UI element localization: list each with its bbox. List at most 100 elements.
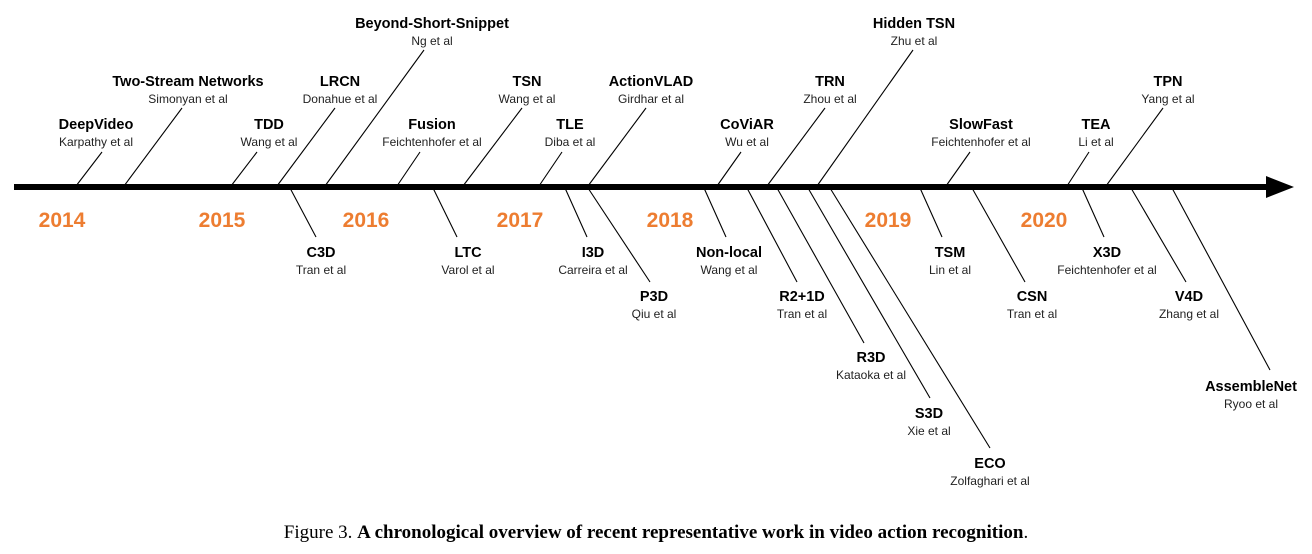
method-hidden-tsn: Hidden TSN Zhu et al bbox=[873, 16, 955, 48]
method-tea: TEA Li et al bbox=[1078, 117, 1113, 149]
method-s3d: S3D Xie et al bbox=[907, 406, 950, 438]
method-name: LRCN bbox=[320, 74, 360, 90]
method-deepvideo: DeepVideo Karpathy et al bbox=[59, 117, 134, 149]
method-name: S3D bbox=[915, 406, 943, 422]
year-label-2020: 2020 bbox=[1021, 209, 1068, 232]
year-label-2018: 2018 bbox=[647, 209, 694, 232]
method-name: P3D bbox=[640, 289, 668, 305]
leader-line-tdd bbox=[230, 151, 258, 187]
leader-line-deepvideo bbox=[75, 151, 103, 187]
method-authors: Varol et al bbox=[441, 263, 494, 277]
method-name: Two-Stream Networks bbox=[112, 74, 263, 90]
method-tpn: TPN Yang et al bbox=[1141, 74, 1194, 106]
method-lrcn: LRCN Donahue et al bbox=[303, 74, 378, 106]
leader-line-ltc bbox=[432, 187, 458, 238]
year-label-2014: 2014 bbox=[39, 209, 86, 232]
method-name: TSN bbox=[513, 74, 542, 90]
method-ltc: LTC Varol et al bbox=[441, 245, 494, 277]
method-authors: Feichtenhofer et al bbox=[382, 135, 481, 149]
method-authors: Zhu et al bbox=[891, 34, 938, 48]
caption-title: A chronological overview of recent repre… bbox=[357, 522, 1024, 543]
leader-line-r3d bbox=[776, 187, 865, 344]
leader-line-r2plus1d bbox=[746, 187, 798, 283]
timeline-arrowhead bbox=[1266, 176, 1294, 198]
method-p3d: P3D Qiu et al bbox=[632, 289, 677, 321]
method-authors: Ryoo et al bbox=[1224, 397, 1278, 411]
method-authors: Donahue et al bbox=[303, 92, 378, 106]
leader-line-x3d bbox=[1081, 187, 1105, 238]
method-authors: Tran et al bbox=[777, 307, 827, 321]
method-actionvlad: ActionVLAD Girdhar et al bbox=[609, 74, 694, 106]
caption-prefix: Figure 3. bbox=[283, 522, 358, 543]
method-authors: Simonyan et al bbox=[148, 92, 227, 106]
method-name: TLE bbox=[556, 117, 584, 133]
method-name: ActionVLAD bbox=[609, 74, 694, 90]
method-tsm: TSM Lin et al bbox=[929, 245, 971, 277]
method-csn: CSN Tran et al bbox=[1007, 289, 1057, 321]
method-name: CoViAR bbox=[720, 117, 774, 133]
leader-line-eco bbox=[829, 187, 991, 449]
year-label-2019: 2019 bbox=[865, 209, 912, 232]
method-authors: Girdhar et al bbox=[618, 92, 684, 106]
leader-line-slowfast bbox=[945, 151, 971, 187]
method-authors: Tran et al bbox=[1007, 307, 1057, 321]
leader-line-two-stream bbox=[123, 107, 183, 187]
leader-line-i3d bbox=[564, 187, 588, 238]
method-eco: ECO Zolfaghari et al bbox=[950, 456, 1029, 488]
method-authors: Kataoka et al bbox=[836, 368, 906, 382]
year-label-2015: 2015 bbox=[199, 209, 246, 232]
caption-suffix: . bbox=[1023, 522, 1029, 543]
method-name: CSN bbox=[1017, 289, 1048, 305]
method-name: V4D bbox=[1175, 289, 1203, 305]
method-authors: Zolfaghari et al bbox=[950, 474, 1029, 488]
method-assemblenet: AssembleNet Ryoo et al bbox=[1205, 379, 1297, 411]
leader-line-fusion bbox=[396, 151, 421, 187]
method-authors: Ng et al bbox=[411, 34, 452, 48]
method-name: R3D bbox=[856, 350, 885, 366]
method-authors: Karpathy et al bbox=[59, 135, 133, 149]
method-authors: Wu et al bbox=[725, 135, 769, 149]
leader-line-coviar bbox=[716, 151, 742, 187]
method-name: Hidden TSN bbox=[873, 16, 955, 32]
method-name: TEA bbox=[1082, 117, 1112, 133]
method-tdd: TDD Wang et al bbox=[241, 117, 298, 149]
method-name: SlowFast bbox=[949, 117, 1013, 133]
method-authors: Qiu et al bbox=[632, 307, 677, 321]
leader-line-assemblenet bbox=[1171, 187, 1271, 371]
method-authors: Zhou et al bbox=[803, 92, 856, 106]
leader-line-lrcn bbox=[276, 107, 336, 187]
leader-line-non-local bbox=[703, 187, 727, 238]
method-authors: Tran et al bbox=[296, 263, 346, 277]
method-name: DeepVideo bbox=[59, 117, 134, 133]
method-trn: TRN Zhou et al bbox=[803, 74, 856, 106]
method-x3d: X3D Feichtenhofer et al bbox=[1057, 245, 1156, 277]
method-non-local: Non-local Wang et al bbox=[696, 245, 762, 277]
leader-line-trn bbox=[766, 107, 826, 187]
method-v4d: V4D Zhang et al bbox=[1159, 289, 1219, 321]
leader-line-c3d bbox=[289, 187, 317, 238]
method-tle: TLE Diba et al bbox=[545, 117, 596, 149]
method-authors: Diba et al bbox=[545, 135, 596, 149]
method-authors: Wang et al bbox=[701, 263, 758, 277]
method-name: Fusion bbox=[408, 117, 456, 133]
method-fusion: Fusion Feichtenhofer et al bbox=[382, 117, 481, 149]
method-r2plus1d: R2+1D Tran et al bbox=[777, 289, 827, 321]
figure-caption: Figure 3. A chronological overview of re… bbox=[0, 522, 1312, 544]
method-authors: Yang et al bbox=[1141, 92, 1194, 106]
method-authors: Li et al bbox=[1078, 135, 1113, 149]
leader-line-tea bbox=[1066, 151, 1090, 187]
method-authors: Lin et al bbox=[929, 263, 971, 277]
method-name: AssembleNet bbox=[1205, 379, 1297, 395]
method-name: TDD bbox=[254, 117, 284, 133]
method-c3d: C3D Tran et al bbox=[296, 245, 346, 277]
method-name: ECO bbox=[974, 456, 1005, 472]
year-label-2017: 2017 bbox=[497, 209, 544, 232]
leader-line-v4d bbox=[1130, 187, 1187, 283]
leader-line-tsn bbox=[462, 107, 523, 187]
method-i3d: I3D Carreira et al bbox=[558, 245, 627, 277]
method-authors: Zhang et al bbox=[1159, 307, 1219, 321]
method-authors: Wang et al bbox=[241, 135, 298, 149]
method-authors: Wang et al bbox=[499, 92, 556, 106]
leader-line-s3d bbox=[807, 187, 931, 399]
